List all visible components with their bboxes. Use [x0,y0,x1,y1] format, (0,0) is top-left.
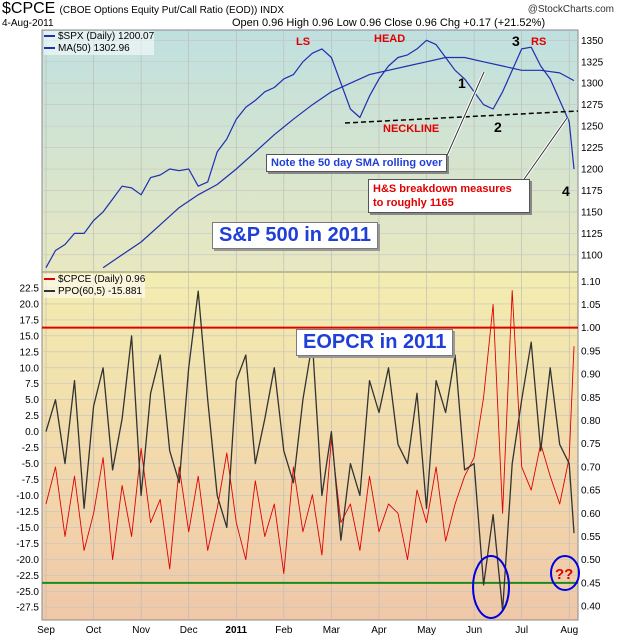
y-tick-label-right: 0.75 [581,439,601,450]
y-tick-label-left: 12.5 [20,347,40,358]
neckline-line [344,110,579,124]
y-tick-label-left: 22.5 [20,283,40,294]
y-tick-label-left: -2.5 [22,443,40,454]
y-tick-label-left: -25.0 [16,587,39,598]
y-tick-label-right: 1350 [581,36,604,47]
hs-note: H&S breakdown measures to roughly 1165 [368,179,530,213]
rs-label: RS [531,36,547,48]
y-tick-label-left: 20.0 [20,299,40,310]
threshold-lines [42,326,578,584]
y-tick-label-right: 0.40 [581,602,601,613]
cpce-line [45,290,575,575]
x-tick-label: Nov [132,625,150,636]
neckline-label: NECKLINE [383,123,440,135]
annotation-lines [344,71,580,619]
y-tick-label-right: 0.45 [581,578,601,589]
chart-date: 4-Aug-2011 [2,18,54,29]
x-tick-label: Jul [515,625,528,636]
circle-question [550,555,580,591]
y-tick-label-right: 1150 [581,207,603,218]
legend-item-spx: $SPX (Daily) 1200.07 [44,31,154,43]
circle-ppo-low [472,555,510,619]
legend-item-ppo: PPO(60,5) -15.881 [44,286,145,298]
top-panel-label: S&P 500 in 2011 [212,222,378,249]
y-tick-label-right: 1100 [581,250,603,261]
y-tick-label-left: -7.5 [22,475,40,486]
y-tick-label-right: 1.00 [581,323,601,334]
y-tick-label-left: -20.0 [16,555,39,566]
x-tick-label: Apr [371,625,387,636]
y-tick-label-right: 0.55 [581,532,601,543]
y-tick-label-left: 5.0 [25,395,39,406]
point-4-label: 4 [562,183,570,199]
y-tick-label-left: -22.5 [16,571,39,582]
y-tick-label-left: 15.0 [20,331,40,342]
y-tick-label-right: 1250 [581,122,604,133]
question-label: ?? [555,566,574,583]
y-tick-label-left: -17.5 [16,539,39,550]
sma-pointer [444,71,485,161]
ma50-line [102,56,575,269]
x-tick-label: Sep [37,625,55,636]
legend-item-cpce: $CPCE (Daily) 0.96 [44,274,145,286]
symbol-description: (CBOE Options Equity Put/Call Ratio (EOD… [59,5,285,16]
series-lines [45,39,575,612]
y-tick-label-right: 1225 [581,143,604,154]
y-tick-label-right: 0.70 [581,462,601,473]
grid-lines [42,30,578,620]
y-tick-label-right: 1275 [581,100,604,111]
x-tick-label: Aug [560,625,578,636]
y-tick-label-right: 0.90 [581,370,601,381]
bottom-legend: $CPCE (Daily) 0.96 PPO(60,5) -15.881 [44,274,146,298]
y-tick-label-left: 0.0 [25,427,39,438]
hs-pointer [519,117,568,186]
y-tick-label-right: 1175 [581,186,603,197]
x-tick-label: Feb [275,625,293,636]
y-tick-label-left: 17.5 [20,315,40,326]
ohlc-readout: Open 0.96 High 0.96 Low 0.96 Close 0.96 … [232,17,546,29]
brand-watermark: @StockCharts.com [527,4,614,15]
spx-line [45,39,575,268]
axis-ticks: Sep Oct Nov Dec 2011 Feb Mar Apr May Jun Jul Aug110… [16,36,603,636]
y-tick-label-left: -15.0 [16,523,39,534]
symbol: $CPCE [2,0,56,17]
top-legend: $SPX (Daily) 1200.07 MA(50) 1302.96 [44,31,155,55]
x-tick-label: Oct [86,625,102,636]
y-tick-label-right: 1.05 [581,300,601,311]
sma-note: Note the 50 day SMA rolling over [266,154,448,172]
y-tick-label-right: 1325 [581,57,604,68]
y-tick-label-right: 0.85 [581,393,601,404]
y-tick-label-right: 0.95 [581,346,601,357]
y-tick-label-right: 1125 [581,229,603,240]
bottom-panel-label: EOPCR in 2011 [296,329,454,356]
point-3-label: 3 [512,33,520,49]
legend-item-ma50: MA(50) 1302.96 [44,43,154,55]
y-tick-label-right: 0.65 [581,486,601,497]
ls-label: LS [296,36,311,48]
y-tick-label-right: 1300 [581,79,604,90]
y-tick-label-left: 10.0 [20,363,40,374]
y-tick-label-left: -27.5 [16,603,39,614]
y-tick-label-left: -5.0 [22,459,40,470]
y-tick-label-left: -10.0 [16,491,39,502]
y-tick-label-right: 1.10 [581,277,601,288]
y-tick-label-right: 1200 [581,165,604,176]
y-tick-label-left: -12.5 [16,507,39,518]
y-tick-label-right: 0.50 [581,555,601,566]
chart-title: $CPCE (CBOE Options Equity Put/Call Rati… [2,0,284,18]
y-tick-label-right: 0.60 [581,509,601,520]
x-tick-label: 2011 [225,625,247,636]
point-1-label: 1 [458,75,466,91]
point-2-label: 2 [494,119,502,135]
x-tick-label: May [417,625,436,636]
y-tick-label-right: 0.80 [581,416,601,427]
y-tick-label-left: 2.5 [25,411,39,422]
bottom-panel-bg [41,271,579,621]
head-label: HEAD [374,33,406,45]
x-tick-label: Dec [180,625,198,636]
y-tick-label-left: 7.5 [25,379,39,390]
x-tick-label: Jun [466,625,482,636]
x-tick-label: Mar [323,625,341,636]
